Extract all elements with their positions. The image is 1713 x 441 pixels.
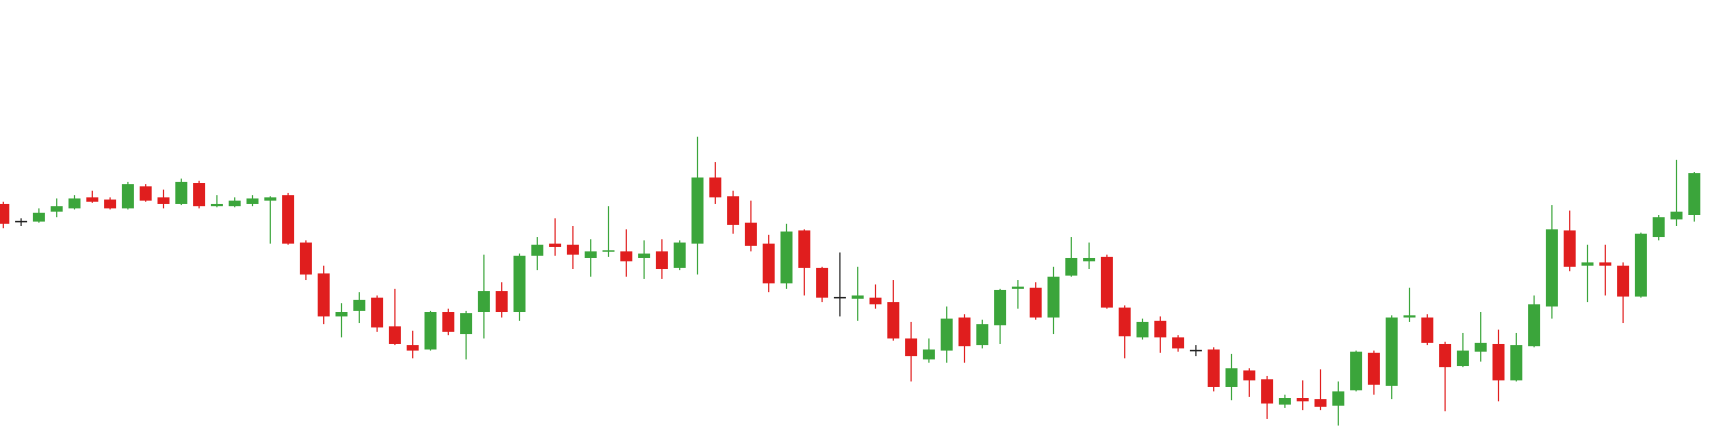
candle-body bbox=[1581, 262, 1594, 266]
candle-body bbox=[104, 199, 117, 209]
candle-body bbox=[460, 313, 473, 335]
candle-body bbox=[317, 273, 330, 317]
candle-body bbox=[655, 251, 668, 270]
candle-body bbox=[1118, 307, 1131, 337]
candle-body bbox=[976, 324, 989, 346]
candle-body bbox=[1029, 287, 1042, 318]
candle-body bbox=[584, 251, 597, 258]
candle-body bbox=[1456, 350, 1469, 367]
candle-body bbox=[1136, 321, 1149, 338]
candle-body bbox=[513, 255, 526, 313]
candle-body bbox=[905, 338, 918, 357]
candle-body bbox=[1492, 343, 1505, 381]
candle-body bbox=[638, 253, 651, 258]
candle-body bbox=[282, 195, 295, 244]
candle-body bbox=[1011, 286, 1024, 289]
candle-body bbox=[1047, 276, 1060, 318]
candle-body bbox=[388, 326, 401, 344]
candle-body bbox=[1474, 342, 1487, 352]
candle-body bbox=[1617, 265, 1630, 297]
candle-body bbox=[442, 312, 455, 332]
candle-body bbox=[406, 345, 419, 351]
candle-body bbox=[86, 197, 99, 202]
candle-body bbox=[1528, 304, 1541, 347]
candle-body bbox=[175, 181, 188, 204]
candle-body bbox=[228, 200, 241, 207]
candle-body bbox=[869, 297, 882, 305]
candle-body bbox=[157, 197, 170, 204]
candle-body bbox=[1350, 351, 1363, 391]
candle-body bbox=[1403, 315, 1416, 318]
candle-body bbox=[371, 297, 384, 328]
candle-body bbox=[1510, 345, 1523, 381]
candle-body bbox=[1332, 391, 1345, 406]
candle-body bbox=[691, 177, 704, 244]
candle-body bbox=[1261, 379, 1274, 404]
candle-body bbox=[424, 312, 437, 350]
candle-body bbox=[1421, 317, 1434, 343]
candle-body bbox=[264, 197, 277, 201]
candle-body bbox=[50, 206, 63, 212]
candle-body bbox=[193, 183, 206, 207]
candle-body bbox=[1688, 173, 1701, 215]
candle-body bbox=[816, 267, 829, 298]
candle-body bbox=[620, 251, 633, 262]
candle-body bbox=[1243, 370, 1256, 381]
candle-body bbox=[299, 242, 312, 275]
candle-body bbox=[887, 302, 900, 339]
candle-body bbox=[851, 295, 864, 299]
candle-body bbox=[210, 203, 223, 207]
candle-body bbox=[762, 243, 775, 284]
candle-body bbox=[940, 318, 953, 351]
candle-body bbox=[780, 231, 793, 284]
candle-body bbox=[1207, 349, 1220, 387]
candle-body bbox=[353, 299, 366, 311]
candle-body bbox=[602, 250, 615, 252]
candle-body bbox=[1599, 262, 1612, 266]
candle-body bbox=[32, 212, 45, 222]
candle-body bbox=[1278, 398, 1291, 405]
candle-body bbox=[1100, 256, 1113, 308]
candle-body bbox=[1385, 317, 1398, 386]
candle-body bbox=[477, 291, 490, 313]
candle-body bbox=[1225, 368, 1238, 387]
candle-body bbox=[139, 186, 152, 201]
candle-body bbox=[68, 198, 81, 209]
candle-body bbox=[1083, 257, 1096, 262]
candle-body bbox=[531, 244, 544, 256]
candle-body bbox=[1563, 230, 1576, 267]
candle-body bbox=[549, 243, 562, 247]
candle-body bbox=[246, 198, 259, 204]
candle-body bbox=[1296, 398, 1309, 402]
candle-body bbox=[0, 203, 10, 224]
candle-body bbox=[335, 312, 348, 317]
candle-body bbox=[1670, 211, 1683, 220]
candle-body bbox=[1367, 352, 1380, 385]
candle-body bbox=[744, 222, 757, 246]
candle-body bbox=[798, 230, 811, 268]
candle-body bbox=[1439, 343, 1452, 368]
candle-body bbox=[1545, 229, 1558, 307]
candle-body bbox=[1634, 233, 1647, 297]
candle-body bbox=[958, 317, 971, 347]
candle-body bbox=[121, 184, 134, 209]
candle-body bbox=[922, 349, 935, 360]
candle-body bbox=[1652, 217, 1665, 238]
candle-body bbox=[709, 177, 722, 198]
candle-body bbox=[673, 242, 686, 268]
candle-body bbox=[1065, 257, 1078, 276]
candle-body bbox=[495, 291, 508, 313]
candle-body bbox=[727, 196, 740, 225]
candle-body bbox=[1154, 320, 1167, 338]
candle-body bbox=[566, 244, 579, 255]
candle-body bbox=[994, 289, 1007, 326]
candle-body bbox=[1314, 399, 1327, 407]
candle-body bbox=[1172, 337, 1185, 349]
